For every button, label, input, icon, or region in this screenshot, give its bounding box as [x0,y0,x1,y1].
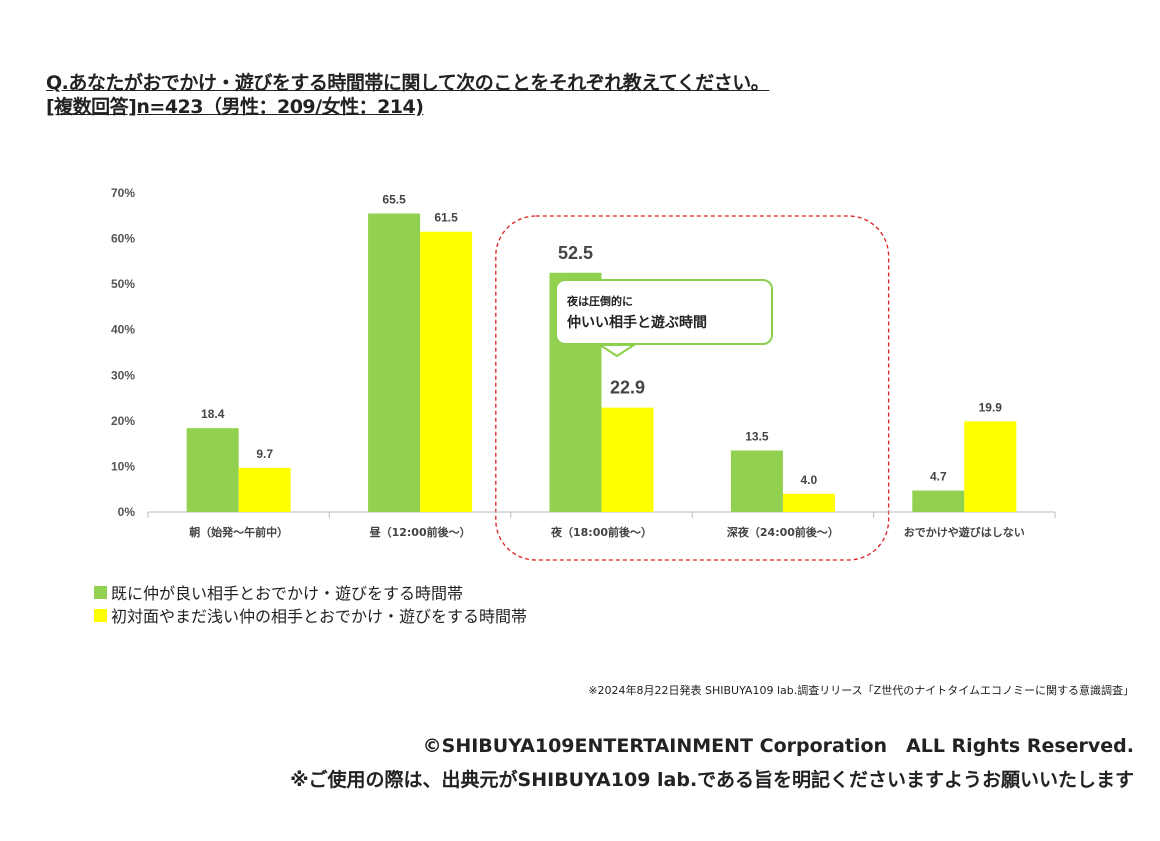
x-tick-label: 夜（18:00前後～） [550,525,652,539]
legend-swatch [94,585,107,599]
data-label: 52.5 [558,243,593,263]
bar [368,213,421,512]
bar [238,467,291,512]
y-tick-label: 20% [111,414,135,428]
source-note: ※2024年8月22日発表 SHIBUYA109 lab.調査リリース「Z世代の… [588,684,1134,697]
legend-label: 初対面やまだ浅い仲の相手とおでかけ・遊びをする時間帯 [111,607,528,626]
data-label: 18.4 [201,407,225,421]
bar [730,450,783,512]
data-label: 13.5 [745,429,769,443]
y-tick-label: 70% [111,186,135,200]
annotation-line1: 夜は圧倒的に [567,295,633,308]
x-tick-label: 朝（始発～午前中） [189,525,288,539]
data-label: 19.9 [979,400,1003,414]
bar [912,490,965,512]
data-label: 61.5 [434,211,458,225]
annotation-callout: 夜は圧倒的に 仲いい相手と遊ぶ時間 [555,279,773,345]
data-label: 9.7 [256,447,273,461]
y-tick-label: 30% [111,368,135,382]
bar [420,231,473,512]
legend-label: 既に仲が良い相手とおでかけ・遊びをする時間帯 [111,584,464,603]
y-tick-label: 10% [111,459,135,473]
callout-pointer [596,344,638,358]
copyright: ©SHIBUYA109ENTERTAINMENT Corporation ALL… [422,735,1134,757]
data-label: 65.5 [382,193,406,207]
data-label: 22.9 [610,378,645,398]
x-tick-label: おでかけや遊びはしない [904,525,1025,539]
x-tick-label: 昼（12:00前後～） [369,525,471,539]
legend-item-series-1: 既に仲が良い相手とおでかけ・遊びをする時間帯 [94,580,463,604]
legend-swatch [94,608,107,622]
legend-item-series-2: 初対面やまだ浅い仲の相手とおでかけ・遊びをする時間帯 [94,603,527,627]
bar [782,493,835,512]
y-tick-label: 40% [111,323,135,337]
y-tick-label: 50% [111,277,135,291]
y-tick-label: 0% [118,505,136,519]
bar [964,421,1017,512]
annotation-line2: 仲いい相手と遊ぶ時間 [567,315,707,331]
x-tick-label: 深夜（24:00前後～） [727,525,839,539]
bar [601,407,654,512]
data-label: 4.0 [801,473,818,487]
bar [186,428,239,512]
chart-subtitle: [複数回答]n=423（男性：209/女性：214) [46,96,424,118]
y-tick-label: 60% [111,232,135,246]
data-label: 4.7 [930,470,947,484]
highlight-box [495,215,890,561]
chart-title: Q.あなたがおでかけ・遊びをする時間帯に関して次のことをそれぞれ教えてください。 [46,72,770,94]
usage-note: ※ご使用の際は、出典元がSHIBUYA109 lab.である旨を明記くださいます… [290,769,1134,791]
